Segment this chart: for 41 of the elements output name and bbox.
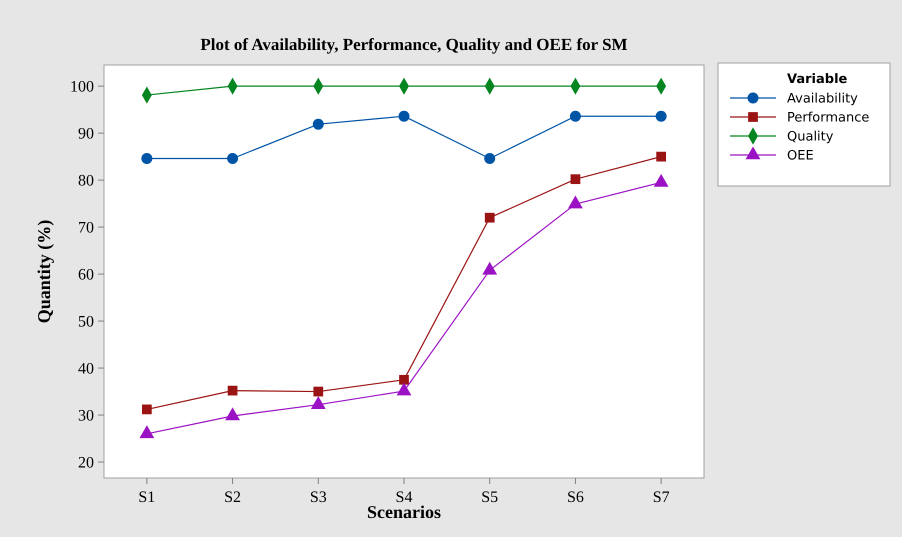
y-tick-label: 30 — [78, 408, 94, 425]
point — [656, 152, 666, 162]
y-tick-label: 50 — [78, 314, 94, 331]
x-tick-label: S2 — [224, 489, 242, 506]
x-tick-label: S1 — [138, 489, 156, 506]
point — [484, 212, 495, 223]
point — [570, 174, 580, 184]
point — [482, 262, 498, 275]
y-axis-title: Quantity (%) — [34, 220, 54, 324]
point — [141, 153, 152, 164]
point — [228, 386, 238, 396]
point — [656, 110, 667, 122]
y-tick-label: 100 — [70, 78, 94, 96]
legend-title: Variable — [787, 72, 848, 87]
point — [225, 407, 240, 420]
point — [398, 110, 410, 122]
x-tick-label: S3 — [310, 489, 327, 506]
point — [484, 153, 496, 164]
x-tick-label: S5 — [481, 489, 498, 506]
legend-label: Availability — [787, 92, 858, 107]
y-tick-label: 90 — [78, 126, 94, 143]
point — [227, 153, 238, 164]
y-tick-label: 40 — [78, 360, 94, 378]
y-tick-label: 80 — [78, 172, 94, 190]
point — [396, 382, 412, 396]
y-tick-label: 60 — [78, 266, 94, 284]
point — [313, 386, 324, 396]
x-tick-label: S7 — [652, 489, 670, 506]
point — [570, 110, 581, 122]
point — [312, 118, 324, 130]
point — [399, 374, 409, 385]
point — [142, 404, 152, 414]
chart-title: Plot of Availability, Performance, Quality and OEE for SM — [200, 35, 628, 54]
y-tick-label: 20 — [78, 454, 94, 472]
x-tick-label: S6 — [566, 489, 584, 506]
y-tick-label: 70 — [78, 220, 94, 237]
legend-label: Performance — [787, 110, 870, 126]
legend-label: OEE — [787, 148, 814, 164]
point — [310, 396, 326, 409]
legend-label: Quality — [787, 130, 834, 145]
point — [139, 425, 154, 438]
